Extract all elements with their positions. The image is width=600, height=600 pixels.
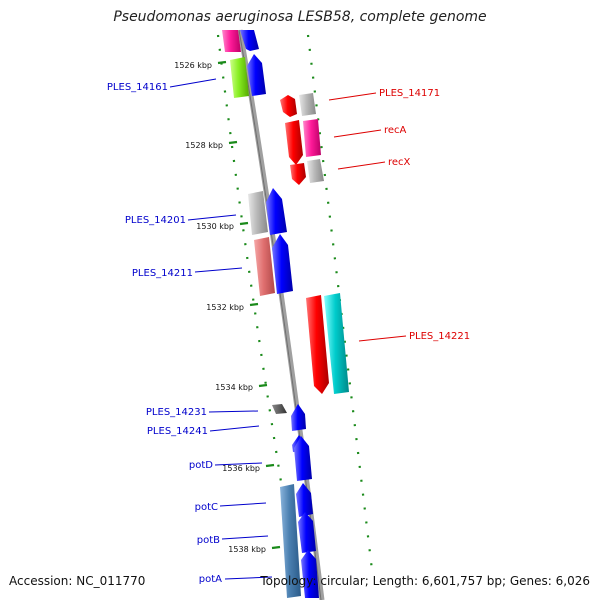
ruler-tick-1534: 1534 kbp [215,383,253,392]
label-recX[interactable]: recX [388,157,411,168]
gene-PLES_14211-partner[interactable] [272,234,293,294]
gene-potD[interactable] [294,436,312,481]
forward-strand-genes [222,30,319,598]
gene-top-blue[interactable] [240,30,259,51]
gene-potB[interactable] [298,512,316,553]
label-PLES_14161[interactable]: PLES_14161 [107,82,168,93]
gene-potA[interactable] [301,550,319,598]
gene-PLES_14161[interactable] [230,57,249,98]
gene-top-magenta[interactable] [222,30,241,52]
gene-recX[interactable] [307,159,324,183]
gene-potC[interactable] [296,483,313,517]
label-PLES_14201[interactable]: PLES_14201 [125,215,186,226]
gene-PLES_14161-partner[interactable] [247,54,266,96]
gene-PLES_14201[interactable] [266,188,287,235]
gene-PLES_14221-red[interactable] [306,295,329,394]
label-potB[interactable]: potB [197,535,220,546]
ruler-tick-1536: 1536 kbp [222,464,260,473]
ruler-tick-1532: 1532 kbp [206,303,244,312]
reverse-strand-genes [280,93,349,394]
label-PLES_14241[interactable]: PLES_14241 [147,426,208,437]
gene-steel[interactable] [280,484,301,598]
ruler-tick-marks [217,60,281,550]
gene-PLES_14241[interactable] [291,404,306,431]
ruler-tick-1530: 1530 kbp [196,222,234,231]
map-title: Pseudomonas aeruginosa LESB58, complete … [113,9,487,25]
gene-PLES_14171-red[interactable] [280,95,297,117]
ruler-tick-1528: 1528 kbp [185,141,223,150]
gene-recX-red[interactable] [290,163,306,185]
genome-summary-text: Topology: circular; Length: 6,601,757 bp… [260,574,590,588]
label-PLES_14221[interactable]: PLES_14221 [409,331,470,342]
label-PLES_14211[interactable]: PLES_14211 [132,268,193,279]
label-recA[interactable]: recA [384,125,407,136]
label-potD[interactable]: potD [189,460,213,471]
gene-PLES_14171[interactable] [299,93,316,116]
gene-dark[interactable] [272,404,287,414]
ruler-tick-1526: 1526 kbp [174,61,212,70]
label-PLES_14171[interactable]: PLES_14171 [379,88,440,99]
label-potC[interactable]: potC [195,502,218,513]
outer-ruler-arc [306,34,374,571]
right-leader-lines [328,92,407,342]
gene-recA-red[interactable] [285,120,303,165]
gene-recA[interactable] [303,119,321,157]
gene-PLES_14221[interactable] [324,293,349,394]
gene-gray-1530[interactable] [248,191,268,235]
left-leader-lines [169,78,273,580]
ruler-tick-1538: 1538 kbp [228,545,266,554]
gene-PLES_14211[interactable] [254,237,275,296]
accession-text: Accession: NC_011770 [9,574,146,588]
label-PLES_14231[interactable]: PLES_14231 [146,407,207,418]
label-potA[interactable]: potA [199,574,222,585]
